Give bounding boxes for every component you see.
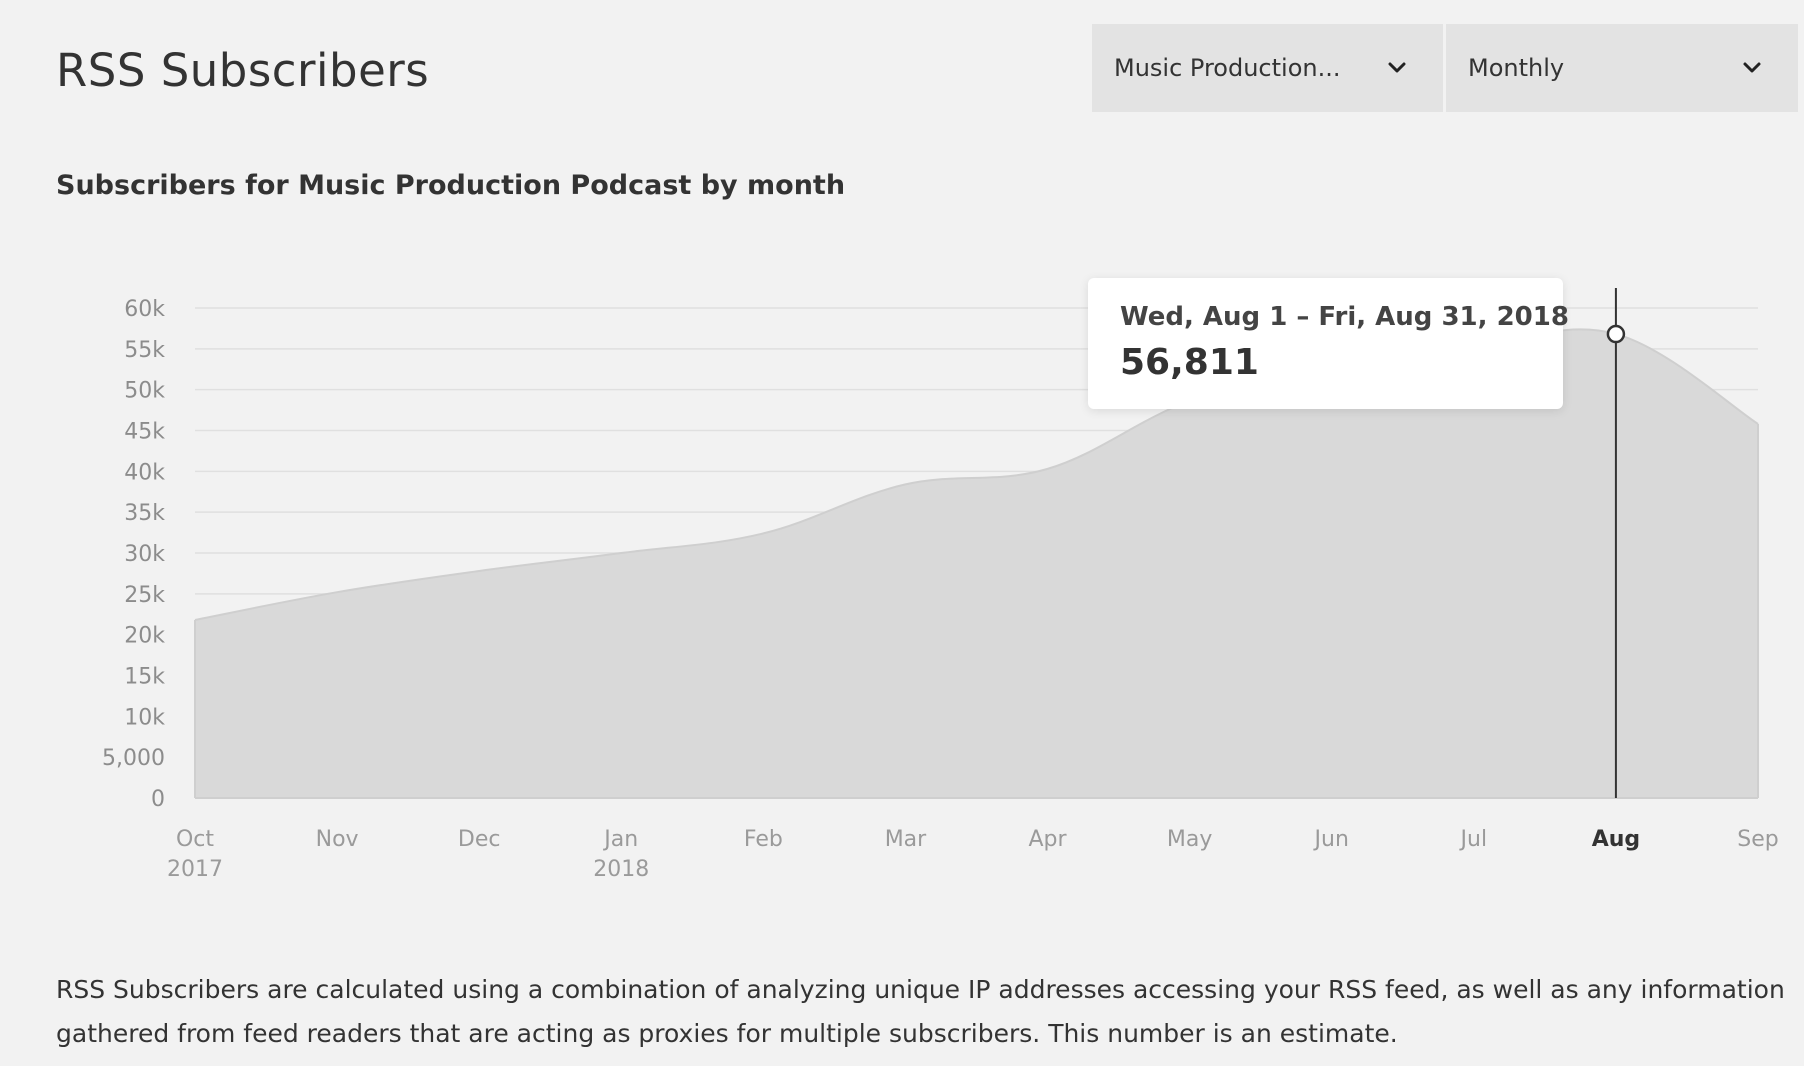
y-tick-label: 20k — [124, 624, 165, 649]
y-tick-label: 25k — [124, 583, 165, 608]
x-tick-label: Dec — [458, 827, 501, 852]
tooltip-date-range: Wed, Aug 1 – Fri, Aug 31, 2018 — [1120, 302, 1569, 332]
methodology-note: RSS Subscribers are calculated using a c… — [56, 975, 1785, 1048]
series-area-subscribers — [195, 329, 1758, 798]
x-tick-label: Jun — [1313, 827, 1349, 852]
x-tick-year-label: 2017 — [167, 857, 223, 882]
y-tick-label: 50k — [124, 379, 165, 404]
chevron-down-icon — [1388, 62, 1406, 73]
x-tick-label: Feb — [744, 827, 783, 852]
chart-title: Subscribers for Music Production Podcast… — [56, 170, 846, 201]
y-axis: 0 5,000 10k 15k 20k 25k 30k 35k 40k 45k 50k 55k 60k — [102, 297, 165, 812]
subscribers-area-chart[interactable]: 05,00010k15k20k25k30k35k40k45k50k55k60k … — [0, 260, 1804, 900]
chart-area-layer — [194, 328, 1759, 799]
x-tick-label: Jan — [602, 827, 638, 852]
podcast-select[interactable]: Music Production... — [1092, 24, 1443, 112]
chevron-down-icon — [1743, 62, 1761, 73]
y-tick-label: 0 — [151, 787, 165, 812]
hover-cursor — [1606, 288, 1626, 798]
x-axis: Oct 2017 Nov Dec Jan 2018 Feb Mar Apr May Jun Jul Au… — [167, 827, 1779, 882]
y-tick-label: 60k — [124, 297, 165, 322]
x-tick-label: Mar — [885, 827, 927, 852]
chart-tooltip: Wed, Aug 1 – Fri, Aug 31, 2018 56,811 — [1088, 278, 1569, 409]
tooltip-value: 56,811 — [1120, 342, 1259, 383]
y-tick-label: 5,000 — [102, 746, 165, 771]
y-tick-label: 35k — [124, 501, 165, 526]
x-tick-label: Jul — [1459, 827, 1488, 852]
x-tick-label: Aug — [1592, 827, 1640, 852]
x-tick-year-label: 2018 — [593, 857, 649, 882]
x-tick-label: May — [1167, 827, 1212, 852]
y-tick-label: 55k — [124, 338, 165, 363]
highlight-point[interactable] — [1606, 324, 1626, 344]
x-tick-label: Nov — [316, 827, 359, 852]
y-tick-label: 10k — [124, 705, 165, 730]
y-tick-label: 15k — [124, 665, 165, 690]
podcast-select-value: Music Production... — [1114, 54, 1341, 82]
period-select-value: Monthly — [1468, 54, 1565, 82]
x-tick-label: Oct — [176, 827, 214, 852]
y-tick-label: 45k — [124, 420, 165, 445]
x-tick-label: Sep — [1737, 827, 1778, 852]
x-tick-label: Apr — [1029, 827, 1068, 852]
y-tick-label: 40k — [124, 460, 165, 485]
y-tick-label: 30k — [124, 542, 165, 567]
period-select[interactable]: Monthly — [1446, 24, 1798, 112]
page-title: RSS Subscribers — [56, 44, 430, 97]
